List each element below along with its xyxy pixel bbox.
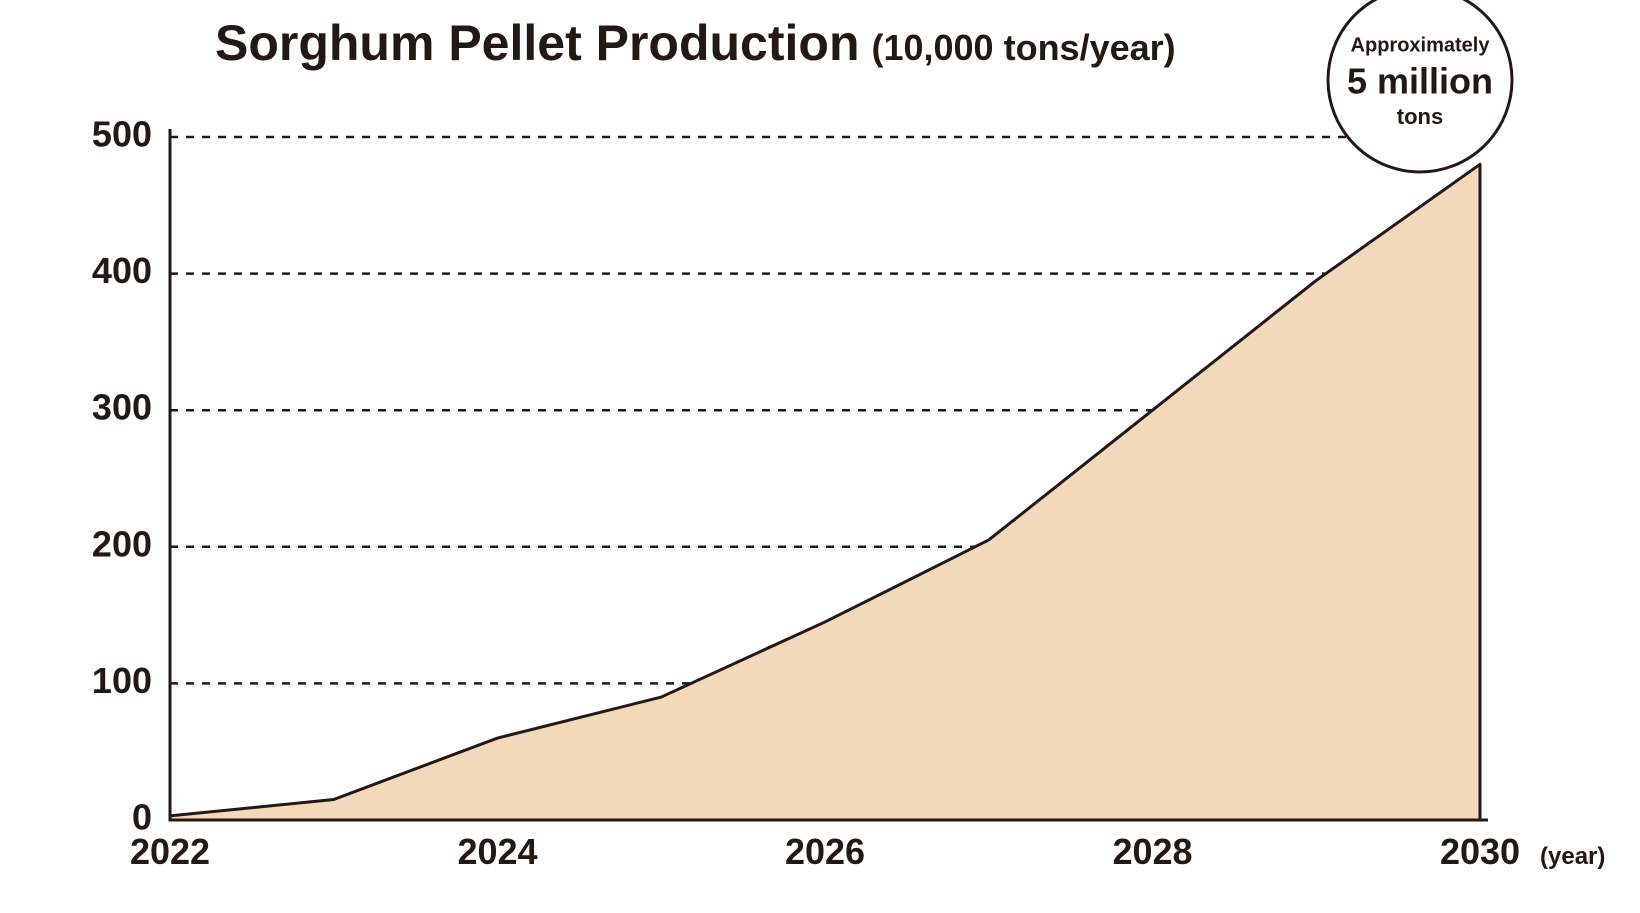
area-chart: 010020030040050020222024202620282030(yea… xyxy=(0,0,1640,913)
x-tick-label: 2026 xyxy=(785,831,865,872)
x-tick-label: 2024 xyxy=(457,831,537,872)
y-tick-label: 100 xyxy=(92,660,152,701)
y-tick-label: 300 xyxy=(92,387,152,428)
x-axis-unit-label: (year) xyxy=(1540,843,1605,870)
x-tick-label: 2028 xyxy=(1112,831,1192,872)
y-tick-label: 400 xyxy=(92,250,152,291)
area-fill xyxy=(170,164,1480,820)
x-tick-label: 2022 xyxy=(130,831,210,872)
chart-stage: 010020030040050020222024202620282030(yea… xyxy=(0,0,1640,913)
y-tick-label: 200 xyxy=(92,523,152,564)
callout-line1: Approximately xyxy=(1351,34,1491,56)
x-tick-label: 2030 xyxy=(1440,831,1520,872)
callout-line3: tons xyxy=(1397,104,1443,129)
chart-title: Sorghum Pellet Production xyxy=(215,15,859,71)
y-tick-label: 500 xyxy=(92,114,152,155)
chart-subtitle: (10,000 tons/year) xyxy=(871,27,1175,68)
callout-line2: 5 million xyxy=(1347,61,1493,102)
